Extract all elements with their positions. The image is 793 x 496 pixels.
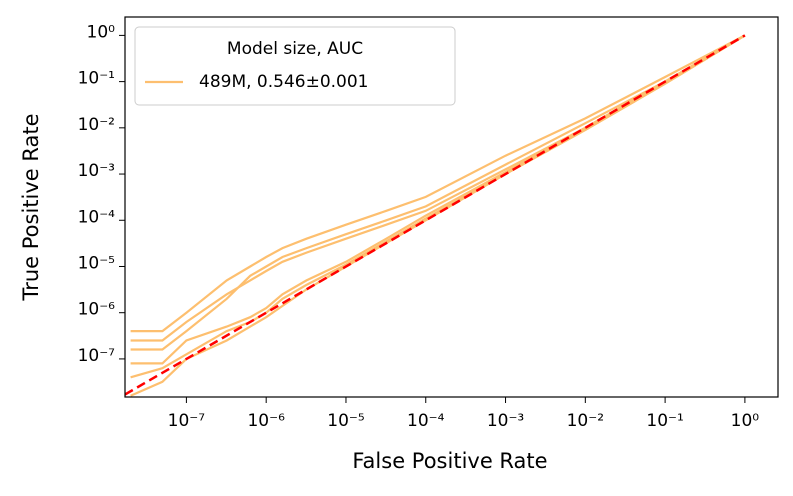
y-tick-label: 10⁻⁴ (78, 207, 116, 227)
x-tick-label: 10⁻⁶ (247, 411, 285, 431)
y-tick-label: 10⁻⁷ (78, 346, 116, 366)
legend-box (134, 26, 456, 106)
x-axis-label: False Positive Rate (352, 449, 547, 473)
x-tick-label: 10⁻¹ (646, 411, 683, 431)
y-tick-label: 10⁻³ (78, 161, 115, 181)
y-tick-label: 10⁻⁶ (78, 300, 116, 320)
legend-label: 489M, 0.546±0.001 (199, 72, 369, 92)
plot-frame (124, 16, 779, 398)
y-axis-label: True Positive Rate (19, 113, 43, 301)
y-tick-label: 10⁻¹ (78, 69, 115, 89)
x-tick-label: 10⁻⁵ (327, 411, 364, 431)
roc-curve (130, 34, 746, 365)
roc-curve (130, 34, 746, 397)
y-tick-label: 10⁰ (87, 22, 116, 42)
roc-curve (130, 34, 746, 351)
x-tick-label: 10⁰ (731, 411, 760, 431)
x-tick-label: 10⁻⁷ (168, 411, 206, 431)
y-tick-label: 10⁻⁵ (78, 253, 115, 273)
roc-curve (130, 34, 746, 333)
x-tick-label: 10⁻³ (487, 411, 524, 431)
y-tick-label: 10⁻² (78, 115, 115, 135)
legend-title: Model size, AUC (227, 39, 363, 59)
x-tick-label: 10⁻⁴ (407, 411, 445, 431)
x-tick-label: 10⁻² (567, 411, 604, 431)
reference-line (125, 34, 746, 396)
